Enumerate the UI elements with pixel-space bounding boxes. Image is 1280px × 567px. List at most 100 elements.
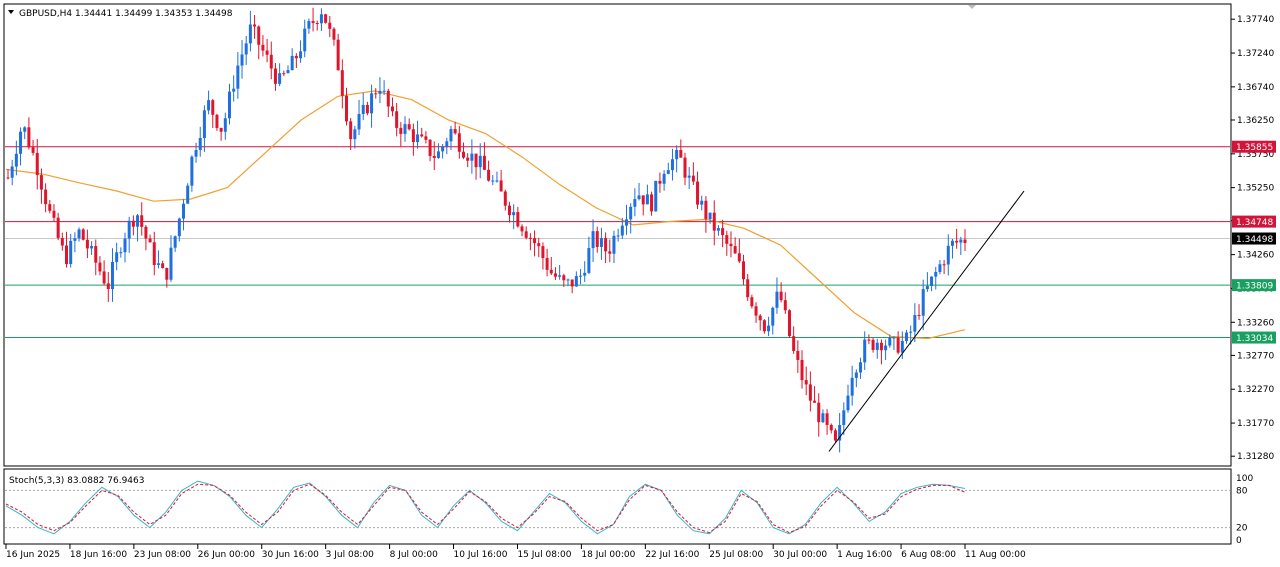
candle-body — [507, 205, 511, 216]
candle-body — [599, 238, 603, 247]
candle-body — [424, 136, 428, 140]
candle-body — [332, 28, 336, 40]
time-tick-label: 3 Jul 08:00 — [326, 550, 375, 560]
candle-body — [73, 238, 77, 241]
price-tick-label: 1.36740 — [1237, 83, 1274, 93]
candle-body — [687, 175, 691, 178]
dropdown-triangle-icon[interactable] — [8, 10, 14, 14]
candle-body — [746, 279, 750, 298]
candle-body — [449, 129, 453, 142]
stoch-signal-line — [5, 483, 966, 534]
candle-body — [161, 263, 165, 268]
candle-body — [925, 285, 929, 290]
horizontal-levels[interactable]: 1.35855 1.34748 1.34498 1.33809 1.33034 — [5, 140, 1276, 344]
candle-body — [900, 340, 904, 353]
candle-body — [641, 195, 645, 205]
candle-body — [604, 238, 608, 252]
candle-body — [169, 247, 173, 280]
candle-body — [282, 73, 286, 75]
candle-body — [658, 180, 662, 184]
candle-body — [859, 362, 863, 373]
candle-body — [629, 206, 633, 220]
candle-body — [528, 237, 532, 239]
candle-body — [110, 261, 114, 290]
candle-body — [395, 111, 399, 128]
candle-body — [56, 217, 60, 238]
price-pane[interactable] — [3, 3, 1232, 467]
time-tick-label: 6 Aug 08:00 — [901, 550, 956, 560]
candle-body — [645, 194, 649, 205]
candle-body — [407, 124, 411, 130]
candle-body — [499, 180, 503, 192]
candle-body — [445, 141, 449, 147]
candle-body — [512, 212, 516, 216]
candle-body — [303, 28, 307, 52]
time-tick-label: 30 Jul 00:00 — [773, 550, 827, 560]
trendline-segment — [828, 190, 1025, 452]
candle-body — [340, 70, 344, 96]
level-badge — [1232, 331, 1276, 344]
trendline[interactable] — [828, 190, 1025, 452]
candle-body — [616, 235, 620, 237]
candle-body — [654, 180, 658, 212]
candle-body — [378, 90, 382, 94]
candle-body — [269, 54, 273, 69]
time-tick-label: 25 Jul 08:00 — [709, 550, 763, 560]
candle-body — [771, 307, 775, 326]
candle-body — [48, 204, 52, 211]
price-tick-label: 1.32270 — [1237, 385, 1274, 395]
candle-body — [136, 215, 140, 227]
stoch-level-label: 0 — [1236, 536, 1242, 546]
candle-body — [94, 246, 98, 263]
candle-body — [562, 275, 566, 281]
candle-body — [587, 248, 591, 273]
candle-body — [115, 252, 119, 262]
indicator-pane[interactable] — [3, 468, 1232, 545]
candle-body — [796, 350, 800, 360]
candle-body — [871, 339, 875, 350]
candle-body — [800, 359, 804, 381]
candle-body — [416, 134, 420, 143]
stoch-level-label: 80 — [1236, 486, 1248, 496]
candle-body — [403, 124, 407, 134]
candle-body — [361, 104, 365, 114]
candle-body — [716, 228, 720, 231]
candle-body — [127, 220, 131, 239]
candle-body — [31, 147, 35, 153]
candle-body — [946, 245, 950, 265]
level-badge — [1232, 232, 1276, 245]
time-tick-label: 16 Jun 2025 — [6, 550, 60, 560]
level-badge-label: 1.33809 — [1236, 282, 1273, 292]
time-tick-label: 23 Jun 08:00 — [134, 550, 191, 560]
candle-body — [825, 413, 829, 425]
candle-body — [758, 315, 762, 321]
level-badge — [1232, 140, 1276, 153]
price-tick-label: 1.35750 — [1237, 150, 1274, 160]
candle-body — [357, 113, 361, 130]
candle-body — [131, 220, 135, 227]
candle-body — [863, 339, 867, 363]
level-badge — [1232, 279, 1276, 292]
candle-body — [574, 276, 578, 287]
candle-body — [441, 146, 445, 152]
time-tick-label: 30 Jun 16:00 — [262, 550, 319, 560]
candle-body — [553, 273, 557, 277]
candle-body — [165, 267, 169, 280]
candle-body — [152, 242, 156, 265]
candle-body — [637, 195, 641, 200]
candle-body — [370, 93, 374, 114]
price-tick-label: 1.31280 — [1237, 452, 1274, 462]
candle-body — [963, 239, 967, 243]
candle-body — [624, 219, 628, 226]
candle-body — [35, 152, 39, 176]
price-tick-label: 1.37240 — [1237, 49, 1274, 59]
candle-body — [921, 289, 925, 316]
candle-body — [742, 261, 746, 280]
candle-body — [257, 26, 261, 45]
candle-body — [938, 264, 942, 272]
candle-body — [591, 231, 595, 249]
stoch-levels: 100 80 20 0 — [5, 474, 1253, 546]
scroll-marker-icon[interactable] — [968, 5, 976, 9]
candle-body — [892, 337, 896, 339]
